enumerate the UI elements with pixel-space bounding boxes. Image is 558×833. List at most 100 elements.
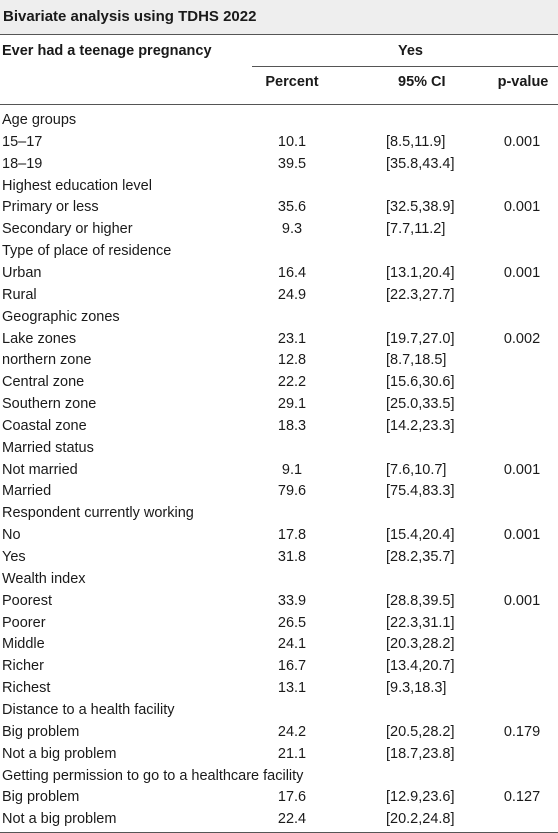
percent-cell: 22.4 [277, 811, 307, 828]
ci-cell: [28.8,39.5] [386, 592, 455, 609]
ci-cell: [18.7,23.8] [386, 745, 455, 762]
row-label: 18–19 [2, 155, 43, 172]
row-label: 15–17 [2, 133, 43, 150]
ci-cell: [15.6,30.6] [386, 374, 455, 391]
percent-cell: 33.9 [277, 592, 307, 609]
row-label: Highest education level [2, 177, 152, 194]
table-row: Coastal zone 18.3 [14.2,23.3] [0, 415, 558, 437]
col-header-percent: Percent [265, 74, 319, 90]
row-label: Type of place of residence [2, 243, 172, 260]
col-header-ci: 95% CI [398, 74, 446, 90]
pvalue-cell: 0.001 [503, 592, 541, 609]
table-row: Not married 9.1 [7.6,10.7] 0.001 [0, 459, 558, 481]
percent-cell: 22.2 [277, 374, 307, 391]
table-row: Highest education level [0, 175, 558, 197]
ci-cell: [22.3,27.7] [386, 286, 455, 303]
row-label: Middle [2, 636, 45, 653]
table-row: Respondent currently working [0, 502, 558, 524]
table-row: Primary or less 35.6 [32.5,38.9] 0.001 [0, 196, 558, 218]
percent-cell: 39.5 [277, 155, 307, 172]
ci-cell: [28.2,35.7] [386, 549, 455, 565]
ci-cell: [20.5,28.2] [386, 723, 455, 740]
row-label: Respondent currently working [2, 505, 194, 522]
row-label: Central zone [2, 374, 85, 391]
table-row: Middle 24.1 [20.3,28.2] [0, 633, 558, 655]
pvalue-cell: 0.002 [503, 330, 541, 347]
percent-cell: 79.6 [277, 483, 307, 500]
pvalue-cell: 0.001 [503, 133, 541, 150]
table-row: Married status [0, 437, 558, 459]
group-rule [252, 66, 558, 67]
percent-cell: 29.1 [277, 396, 307, 413]
percent-cell: 24.2 [277, 723, 307, 740]
row-label: Married [2, 483, 52, 500]
percent-cell: 31.8 [277, 549, 307, 565]
yes-group-header: Yes [398, 43, 423, 59]
row-label: Coastal zone [2, 417, 87, 434]
pvalue-cell: 0.127 [503, 789, 541, 806]
row-label: Wealth index [2, 570, 86, 587]
row-label: Poorer [2, 614, 46, 631]
pvalue-cell: 0.001 [503, 199, 541, 216]
percent-cell: 12.8 [277, 352, 307, 369]
row-label: Rural [2, 286, 37, 303]
table-row: Urban 16.4 [13.1,20.4] 0.001 [0, 262, 558, 284]
row-label: Lake zones [2, 330, 77, 347]
ci-cell: [7.6,10.7] [386, 461, 447, 478]
ci-cell: [35.8,43.4] [386, 155, 455, 172]
header-rule [0, 104, 558, 105]
ci-cell: [75.4,83.3] [386, 483, 455, 500]
row-label: Urban [2, 264, 42, 281]
ci-cell: [13.4,20.7] [386, 658, 455, 675]
table-row: Not a big problem 22.4 [20.2,24.8] [0, 808, 558, 830]
top-rule [0, 34, 558, 35]
col-header-pvalue: p-value [497, 74, 549, 90]
table-row: Rural 24.9 [22.3,27.7] [0, 284, 558, 306]
ci-cell: [8.5,11.9] [386, 133, 446, 150]
table-row: Richer 16.7 [13.4,20.7] [0, 655, 558, 677]
row-label: Not a big problem [2, 745, 117, 762]
row-label: Poorest [2, 592, 52, 609]
percent-cell: 17.8 [277, 527, 307, 544]
table-row: Wealth index [0, 568, 558, 590]
percent-cell: 16.7 [277, 658, 307, 675]
percent-cell: 24.1 [277, 636, 307, 653]
row-label: Not a big problem [2, 811, 117, 828]
percent-cell: 26.5 [277, 614, 307, 631]
percent-cell: 24.9 [277, 286, 307, 303]
table-row: No 17.8 [15.4,20.4] 0.001 [0, 524, 558, 546]
row-label: Southern zone [2, 396, 97, 413]
table-row: Big problem 17.6 [12.9,23.6] 0.127 [0, 786, 558, 808]
ci-cell: [20.2,24.8] [386, 811, 455, 828]
table-row: Age groups [0, 109, 558, 131]
ci-cell: [14.2,23.3] [386, 417, 455, 434]
table-row: Married 79.6 [75.4,83.3] [0, 480, 558, 502]
percent-cell: 9.1 [281, 461, 303, 478]
table-row: Yes 31.8 [28.2,35.7] [0, 546, 558, 568]
table-row: Getting permission to go to a healthcare… [0, 765, 558, 787]
percent-cell: 9.3 [281, 221, 303, 238]
percent-cell: 35.6 [277, 199, 307, 216]
row-label: Age groups [2, 112, 77, 128]
table-row: Richest 13.1 [9.3,18.3] [0, 677, 558, 699]
pvalue-cell: 0.001 [503, 264, 541, 281]
row-label: Primary or less [2, 199, 99, 216]
ci-cell: [8.7,18.5] [386, 352, 447, 369]
table-row: northern zone 12.8 [8.7,18.5] [0, 349, 558, 371]
table-row: Poorer 26.5 [22.3,31.1] [0, 612, 558, 634]
table-row: Central zone 22.2 [15.6,30.6] [0, 371, 558, 393]
table-row: Not a big problem 21.1 [18.7,23.8] [0, 743, 558, 765]
ci-cell: [12.9,23.6] [386, 789, 455, 806]
table-row: Geographic zones [0, 306, 558, 328]
pvalue-cell: 0.001 [503, 527, 541, 544]
row-label: Geographic zones [2, 308, 120, 325]
table-row: Poorest 33.9 [28.8,39.5] 0.001 [0, 590, 558, 612]
table-row: Distance to a health facility [0, 699, 558, 721]
table-title: Bivariate analysis using TDHS 2022 [0, 0, 558, 34]
ci-cell: [19.7,27.0] [386, 330, 455, 347]
table-row: Lake zones 23.1 [19.7,27.0] 0.002 [0, 328, 558, 350]
row-label: Secondary or higher [2, 221, 133, 238]
row-label: Getting permission to go to a healthcare… [2, 767, 304, 784]
row-label: Not married [2, 461, 78, 478]
table-row: Southern zone 29.1 [25.0,33.5] [0, 393, 558, 415]
